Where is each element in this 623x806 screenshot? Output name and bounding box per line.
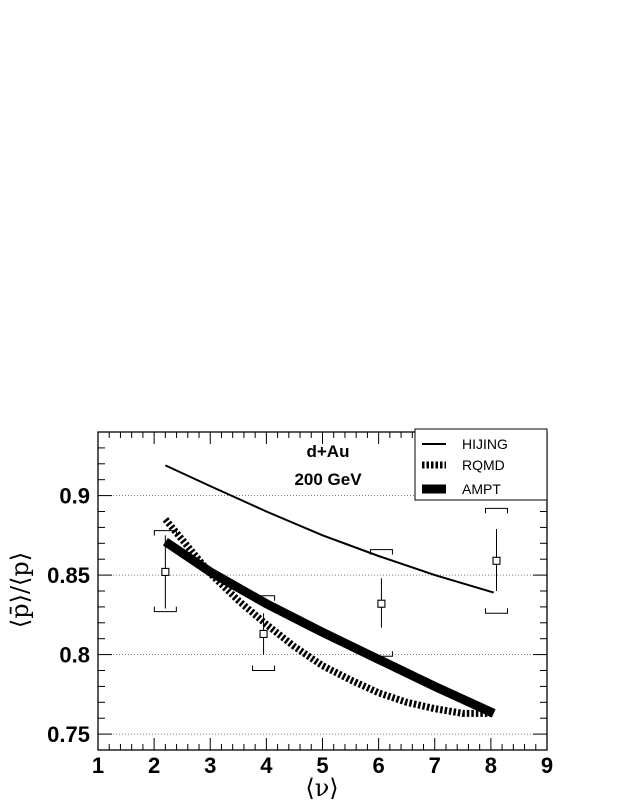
sys-error-bottom-3 [484, 608, 508, 614]
legend-label-hijing: HIJING [462, 436, 508, 452]
series-rqmd [162, 517, 494, 717]
series-ampt [162, 537, 496, 718]
x-axis-title: ⟨ν⟩ [305, 774, 338, 802]
legend-label-ampt: AMPT [462, 481, 501, 497]
series-hijing [164, 464, 494, 594]
sys-error-top-2 [369, 549, 393, 555]
series-curves [162, 464, 496, 718]
sys-error-top-0 [153, 530, 177, 536]
y-tick-label-2: 0.85 [47, 563, 90, 588]
x-tick-label-8: 9 [541, 753, 553, 778]
sys-error-top-1 [252, 595, 276, 601]
x-tick-label-4: 5 [316, 753, 328, 778]
y-tick-label-3: 0.9 [59, 484, 90, 509]
legend-label-rqmd: RQMD [462, 457, 505, 473]
data-point-0 [161, 567, 170, 576]
x-tick-label-2: 3 [204, 753, 216, 778]
data-point-2 [377, 599, 386, 608]
sys-error-bottom-0 [153, 606, 177, 613]
y-axis-title: ⟨p̄⟩/⟨p⟩ [6, 552, 34, 628]
x-tick-label-1: 2 [148, 753, 160, 778]
x-tick-label-5: 6 [373, 753, 385, 778]
tick-labels: 1 2 3 4 5 6 7 8 9 0.75 0.8 0.85 0.9 [47, 484, 553, 778]
sys-error-bottom-2 [369, 651, 393, 657]
sys-error-top-3 [484, 507, 508, 514]
sys-error-bottom-1 [252, 665, 276, 671]
y-tick-label-0: 0.75 [47, 722, 90, 747]
legend: HIJING RQMD AMPT [414, 428, 548, 501]
y-tick-label-1: 0.8 [59, 643, 90, 668]
x-tick-label-0: 1 [92, 753, 104, 778]
data-point-1 [259, 629, 268, 638]
plot-frame [97, 431, 548, 751]
x-tick-label-3: 4 [260, 753, 273, 778]
data-point-3 [492, 556, 501, 565]
grid-lines [98, 495, 547, 735]
x-tick-label-7: 8 [485, 753, 497, 778]
collision-system-label: d+Au [307, 442, 350, 461]
data-points [153, 507, 508, 671]
x-tick-label-6: 7 [429, 753, 441, 778]
energy-label: 200 GeV [294, 470, 362, 489]
